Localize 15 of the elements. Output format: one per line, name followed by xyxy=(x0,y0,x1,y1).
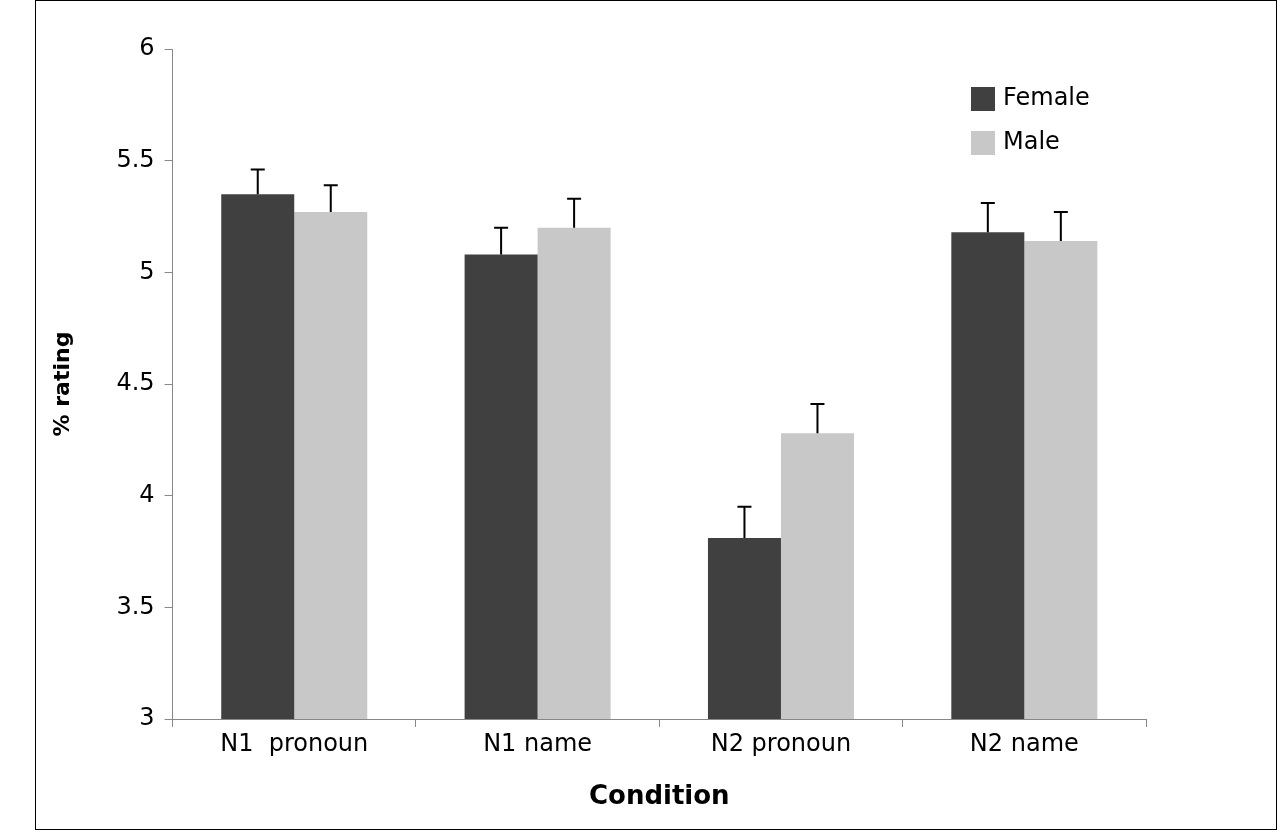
y-tick-label: 5 xyxy=(139,256,155,285)
legend-label: Male xyxy=(1003,127,1060,156)
y-tick-label: 5.5 xyxy=(116,144,155,173)
x-axis-title: Condition xyxy=(588,780,730,811)
y-axis-title: % rating xyxy=(48,331,74,437)
y-tick-label: 3 xyxy=(139,703,155,732)
y-tick-label: 3.5 xyxy=(116,591,155,620)
y-tick-label: 6 xyxy=(139,33,155,62)
x-tick-label: N1 pronoun xyxy=(220,728,369,757)
x-tick-label: N2 name xyxy=(969,728,1079,757)
x-tick-label: N2 pronoun xyxy=(710,728,852,757)
y-tick-label: 4 xyxy=(139,479,155,508)
x-tick-label: N1 name xyxy=(483,728,593,757)
y-tick-label: 4.5 xyxy=(116,368,155,397)
legend-label: Female xyxy=(1003,83,1090,112)
